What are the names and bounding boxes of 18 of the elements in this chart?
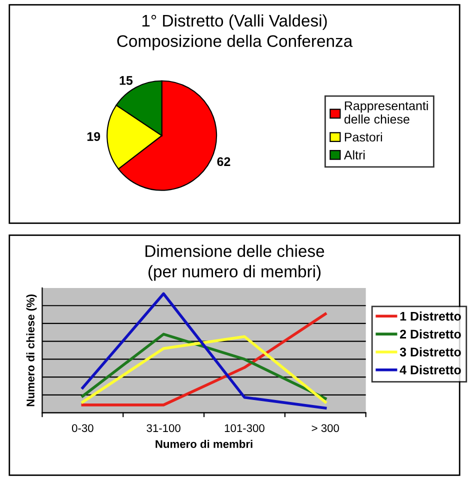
legend-label: 3 Distretto [400, 347, 461, 356]
x-tick-label: 31-100 [146, 424, 180, 432]
legend-label: 1 Distretto [400, 311, 461, 321]
x-tick-label: 0-30 [72, 424, 94, 432]
x-tick-label: 101-300 [224, 424, 264, 432]
y-axis-title: Numero di chiese (%) [26, 294, 37, 406]
legend-label: 2 Distretto [400, 329, 461, 339]
data-label: 15 [120, 76, 133, 85]
x-axis-title: Numero di membri [156, 440, 252, 448]
chart-title: Dimensione delle chiese (per numero di membri) [146, 244, 324, 281]
legend-label: Rappresentanti delle chiese [344, 101, 428, 124]
data-label: 19 [87, 132, 100, 141]
legend-label: 4 Distretto [400, 365, 461, 374]
chart-title: 1° Distretto (Valli Valdesi) Composizione della Conferenza [117, 14, 353, 50]
legend-label: Pastori [344, 132, 382, 142]
legend-label: Altri [344, 150, 365, 160]
x-tick-label: > 300 [312, 424, 339, 432]
data-label: 62 [217, 157, 230, 166]
